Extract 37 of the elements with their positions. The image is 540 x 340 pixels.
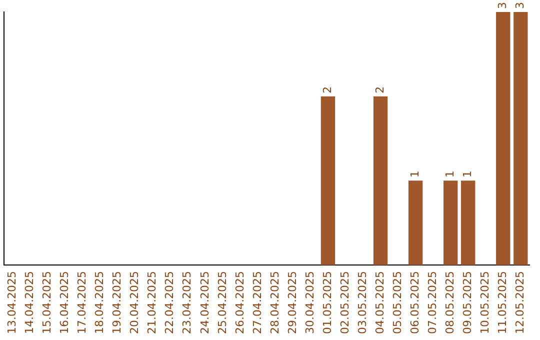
x-tick-label: 25.04.2025 <box>216 271 229 334</box>
x-tick-label: 02.05.2025 <box>338 271 352 334</box>
x-tick-label: 22.04.2025 <box>163 271 176 334</box>
x-tick-label: 11.05.2025 <box>496 271 509 334</box>
data-label: 3 <box>496 2 509 9</box>
x-tick-label: 05.05.2025 <box>390 271 404 334</box>
x-tick-label: 26.04.2025 <box>233 271 246 334</box>
x-tick-label: 15.04.2025 <box>40 271 54 334</box>
x-tick-label: 10.05.2025 <box>478 271 492 334</box>
x-tick-label: 07.05.2025 <box>426 271 439 334</box>
x-tick-label: 24.04.2025 <box>198 271 212 334</box>
x-tick-label: 23.04.2025 <box>180 271 194 334</box>
data-label: 3 <box>513 2 526 9</box>
x-tick-label: 16.04.2025 <box>58 271 72 334</box>
x-tick-label: 18.04.2025 <box>93 271 106 334</box>
x-tick-label: 29.04.2025 <box>286 271 299 334</box>
x-tick-label: 14.04.2025 <box>23 271 36 334</box>
x-tick-label: 03.05.2025 <box>356 271 369 334</box>
data-label: 1 <box>443 170 456 178</box>
data-label: 1 <box>408 170 422 178</box>
x-tick-label: 12.05.2025 <box>513 271 526 334</box>
x-tick-label: 08.05.2025 <box>443 271 456 334</box>
x-tick-label: 13.04.2025 <box>6 271 19 334</box>
x-tick-label: 27.04.2025 <box>250 271 264 334</box>
x-tick-label: 17.04.2025 <box>76 271 89 334</box>
x-tick-label: 30.04.2025 <box>303 271 316 334</box>
x-tick-label: 21.04.2025 <box>146 271 159 334</box>
x-tick-label: 06.05.2025 <box>408 271 422 334</box>
x-tick-label: 01.05.2025 <box>320 271 334 334</box>
x-tick-label: 09.05.2025 <box>460 271 474 334</box>
data-label: 2 <box>320 86 334 94</box>
data-label: 2 <box>373 86 386 94</box>
x-tick-label: 20.04.2025 <box>128 271 142 334</box>
x-tick-label: 28.04.2025 <box>268 271 282 334</box>
data-label: 1 <box>460 170 474 178</box>
x-tick-label: 19.04.2025 <box>110 271 124 334</box>
x-tick-label: 04.05.2025 <box>373 271 386 334</box>
